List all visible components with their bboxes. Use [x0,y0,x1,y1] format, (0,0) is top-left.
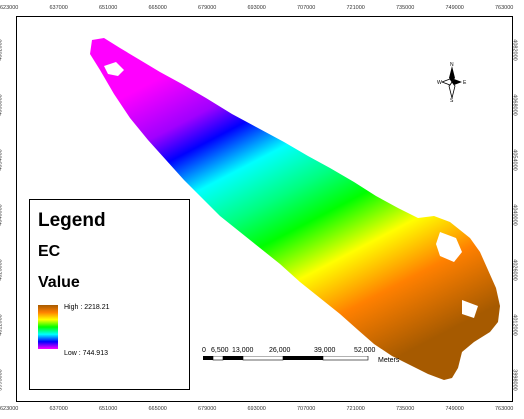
easting-label-bottom: 623000 [0,406,19,412]
easting-label-bottom: 735000 [396,406,415,412]
scale-label: 52,000 [354,347,376,354]
easting-label-top: 763000 [495,5,514,11]
easting-label-bottom: 721000 [346,406,365,412]
easting-label-top: 721000 [346,5,365,11]
easting-label-top: 623000 [0,5,19,11]
easting-label-top: 693000 [247,5,266,11]
easting-label-bottom: 763000 [495,406,514,412]
scale-bar: 0 6,500 13,000 26,000 39,000 52,000 Mete… [198,347,418,369]
east-label: E [463,80,467,86]
easting-label-top: 665000 [148,5,167,11]
easting-label-bottom: 679000 [198,406,217,412]
no-data-patch-nw [104,62,124,76]
no-data-patch-east [436,232,462,262]
scale-units: Meters [378,357,400,364]
scale-label: 39,000 [314,347,336,354]
north-arrow-icon: N S E W [437,62,467,104]
legend-field-name: Value [38,274,80,291]
easting-label-top: 749000 [445,5,464,11]
scale-label: 0 [202,347,206,354]
legend-high-label: High : 2218.21 [64,304,110,311]
west-label: W [437,80,442,86]
legend-box: Legend EC Value High : 2218.21 Low : 744… [29,199,190,390]
easting-label-top: 637000 [49,5,68,11]
legend-layer-name: EC [38,243,61,260]
easting-label-bottom: 665000 [148,406,167,412]
north-label: N [450,62,454,68]
legend-title: Legend [38,210,106,231]
no-data-patch-se [462,300,478,318]
legend-low-label: Low : 744.913 [64,350,108,357]
easting-label-bottom: 749000 [445,406,464,412]
easting-label-top: 651000 [99,5,118,11]
easting-label-top: 735000 [396,5,415,11]
easting-label-top: 679000 [198,5,217,11]
legend-color-ramp [38,305,58,349]
easting-label-bottom: 637000 [49,406,68,412]
scale-label: 26,000 [269,347,291,354]
south-label: S [450,98,454,102]
easting-label-top: 707000 [297,5,316,11]
easting-label-bottom: 693000 [247,406,266,412]
scale-label: 6,500 [211,347,229,354]
easting-label-bottom: 651000 [99,406,118,412]
scale-label: 13,000 [232,347,254,354]
study-area-shape [90,38,500,380]
easting-label-bottom: 707000 [297,406,316,412]
